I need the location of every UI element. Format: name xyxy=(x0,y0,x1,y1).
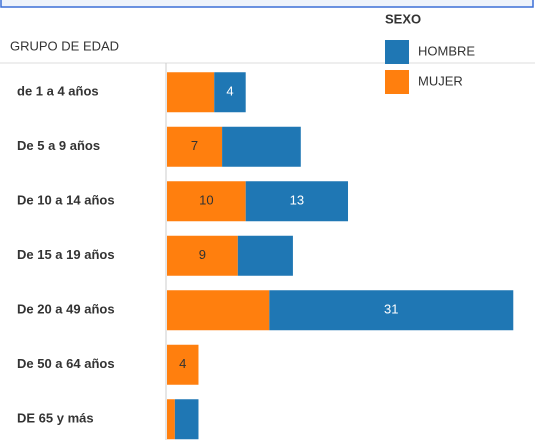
data-label: 31 xyxy=(384,302,398,317)
data-label: 10 xyxy=(199,193,213,208)
data-label: 4 xyxy=(226,84,233,99)
bar-segment xyxy=(167,290,270,331)
legend-swatch xyxy=(385,40,409,64)
bar-segment xyxy=(167,181,246,222)
legend-title: SEXO xyxy=(385,11,421,26)
data-label: 4 xyxy=(179,356,186,371)
data-label: 13 xyxy=(290,193,304,208)
category-label: De 5 a 9 años xyxy=(17,138,100,153)
bar-segment xyxy=(167,344,199,385)
legend-label: MUJER xyxy=(418,73,463,88)
header-bar xyxy=(0,0,534,8)
category-label: De 20 a 49 años xyxy=(17,302,115,317)
category-label: de 1 a 4 años xyxy=(17,84,99,99)
bar-segment xyxy=(214,72,246,113)
data-label: 9 xyxy=(199,247,206,262)
y-axis-title: GRUPO DE EDAD xyxy=(10,38,119,53)
bar-segment xyxy=(167,72,215,113)
bar-segment xyxy=(237,235,293,276)
legend-label: HOMBRE xyxy=(418,43,475,58)
bar-segment xyxy=(167,126,223,167)
category-label: DE 65 y más xyxy=(17,411,94,426)
category-label: De 15 a 19 años xyxy=(17,247,115,262)
bar-segment xyxy=(269,290,514,331)
bar-segment xyxy=(174,399,199,440)
bar-segment xyxy=(167,235,238,276)
bar-segment xyxy=(245,181,349,222)
bar-segment xyxy=(167,399,175,440)
category-label: De 50 a 64 años xyxy=(17,356,115,371)
category-label: De 10 a 14 años xyxy=(17,193,115,208)
legend-swatch xyxy=(385,70,409,94)
data-label: 7 xyxy=(191,138,198,153)
bar-segment xyxy=(222,126,301,167)
